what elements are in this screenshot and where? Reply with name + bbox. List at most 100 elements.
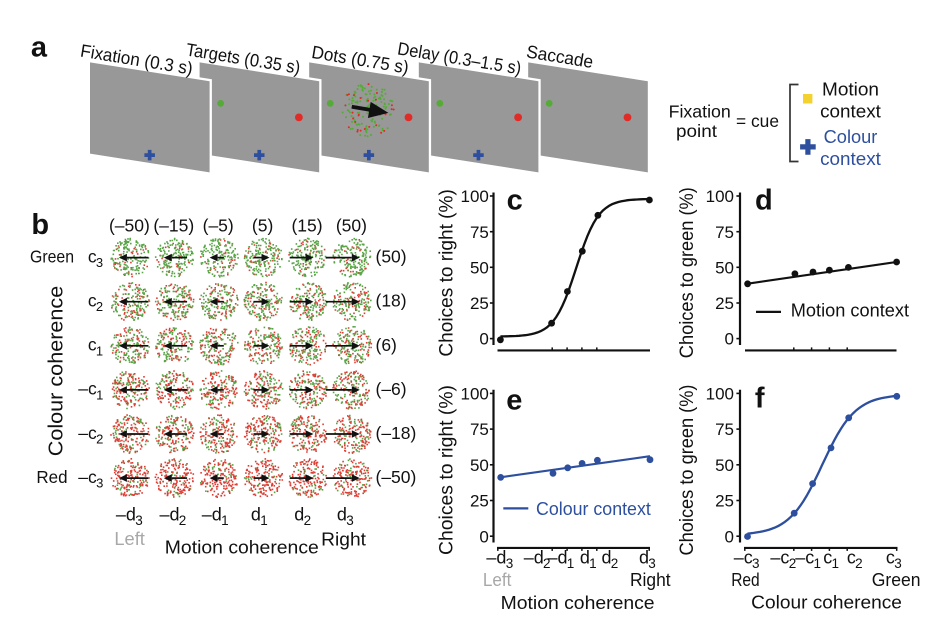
svg-text:75: 75 bbox=[715, 420, 734, 439]
svg-text:1: 1 bbox=[96, 343, 103, 358]
svg-text:Colour coherence: Colour coherence bbox=[45, 286, 67, 457]
svg-text:75: 75 bbox=[470, 223, 489, 242]
svg-text:(–5): (–5) bbox=[203, 216, 234, 236]
svg-text:3: 3 bbox=[894, 556, 902, 571]
svg-text:1: 1 bbox=[832, 556, 840, 571]
svg-text:100: 100 bbox=[706, 385, 734, 404]
svg-text:(50): (50) bbox=[376, 247, 407, 267]
svg-text:1: 1 bbox=[96, 387, 103, 402]
svg-text:–d: –d bbox=[160, 504, 180, 524]
svg-text:Choices to green (%): Choices to green (%) bbox=[676, 187, 698, 358]
svg-text:3: 3 bbox=[135, 513, 143, 528]
svg-text:3: 3 bbox=[506, 556, 514, 571]
svg-text:1: 1 bbox=[260, 513, 268, 528]
svg-text:2: 2 bbox=[855, 556, 863, 571]
svg-text:–c: –c bbox=[78, 423, 97, 443]
svg-text:50: 50 bbox=[715, 456, 734, 475]
svg-text:Right: Right bbox=[321, 528, 366, 549]
svg-text:1: 1 bbox=[589, 556, 597, 571]
svg-text:Motion coherence: Motion coherence bbox=[501, 593, 655, 613]
svg-text:Motion: Motion bbox=[822, 80, 879, 100]
svg-text:d: d bbox=[639, 547, 649, 567]
svg-text:–c: –c bbox=[734, 547, 753, 567]
svg-text:3: 3 bbox=[648, 556, 656, 571]
svg-text:context: context bbox=[820, 102, 881, 122]
svg-text:2: 2 bbox=[96, 299, 103, 314]
svg-text:–d: –d bbox=[548, 547, 568, 567]
svg-text:25: 25 bbox=[715, 492, 734, 511]
svg-text:b: b bbox=[31, 209, 49, 241]
svg-text:Left: Left bbox=[114, 528, 144, 549]
svg-text:d: d bbox=[294, 504, 304, 524]
svg-text:(50): (50) bbox=[336, 216, 367, 236]
svg-text:c: c bbox=[507, 185, 523, 217]
svg-text:d: d bbox=[602, 547, 612, 567]
svg-text:= cue: = cue bbox=[736, 111, 779, 131]
svg-text:a: a bbox=[31, 32, 48, 64]
svg-text:Colour: Colour bbox=[824, 127, 878, 147]
svg-text:c: c bbox=[88, 246, 97, 266]
svg-text:(18): (18) bbox=[376, 291, 407, 311]
svg-text:2: 2 bbox=[543, 556, 551, 571]
svg-text:2: 2 bbox=[304, 513, 312, 528]
svg-text:–c: –c bbox=[770, 547, 789, 567]
svg-text:Red: Red bbox=[731, 569, 760, 590]
svg-text:Fixation: Fixation bbox=[669, 102, 731, 122]
svg-text:c: c bbox=[88, 335, 97, 355]
svg-text:100: 100 bbox=[461, 385, 489, 404]
svg-text:1: 1 bbox=[814, 556, 822, 571]
svg-text:75: 75 bbox=[715, 223, 734, 242]
svg-text:Left: Left bbox=[483, 569, 512, 590]
svg-text:100: 100 bbox=[461, 187, 489, 206]
svg-text:d: d bbox=[337, 504, 347, 524]
svg-text:–c: –c bbox=[795, 547, 814, 567]
svg-text:1: 1 bbox=[567, 556, 575, 571]
svg-text:e: e bbox=[506, 384, 522, 416]
svg-text:50: 50 bbox=[470, 456, 489, 475]
svg-text:c: c bbox=[823, 547, 832, 567]
svg-text:Motion coherence: Motion coherence bbox=[165, 537, 319, 557]
svg-text:d: d bbox=[580, 547, 590, 567]
svg-text:Red: Red bbox=[36, 467, 67, 487]
svg-text:point: point bbox=[676, 121, 717, 141]
svg-text:25: 25 bbox=[470, 492, 489, 511]
svg-text:25: 25 bbox=[715, 294, 734, 313]
svg-text:Motion context: Motion context bbox=[791, 301, 909, 321]
svg-text:d: d bbox=[251, 504, 261, 524]
svg-text:c: c bbox=[847, 547, 856, 567]
svg-text:c: c bbox=[88, 291, 97, 311]
svg-text:50: 50 bbox=[470, 258, 489, 277]
svg-text:–c: –c bbox=[78, 379, 97, 399]
svg-text:(–50): (–50) bbox=[109, 216, 150, 236]
svg-text:Green: Green bbox=[872, 569, 921, 590]
svg-text:3: 3 bbox=[96, 476, 103, 491]
svg-text:Right: Right bbox=[630, 569, 671, 590]
svg-text:(–15): (–15) bbox=[153, 216, 194, 236]
svg-text:0: 0 bbox=[725, 330, 734, 349]
svg-text:0: 0 bbox=[479, 527, 488, 546]
svg-text:–d: –d bbox=[524, 547, 544, 567]
svg-text:0: 0 bbox=[725, 527, 734, 546]
svg-text:(15): (15) bbox=[291, 216, 322, 236]
svg-text:(6): (6) bbox=[376, 335, 397, 355]
svg-text:75: 75 bbox=[470, 420, 489, 439]
svg-text:2: 2 bbox=[96, 432, 103, 447]
svg-text:(–6): (–6) bbox=[376, 379, 407, 399]
svg-text:3: 3 bbox=[752, 556, 760, 571]
svg-text:100: 100 bbox=[706, 187, 734, 206]
svg-text:Choices to green (%): Choices to green (%) bbox=[676, 385, 698, 556]
svg-text:3: 3 bbox=[346, 513, 354, 528]
svg-text:(–50): (–50) bbox=[376, 467, 417, 487]
svg-text:–c: –c bbox=[78, 467, 97, 487]
svg-text:1: 1 bbox=[221, 513, 229, 528]
svg-text:d: d bbox=[755, 185, 773, 217]
svg-text:c: c bbox=[886, 547, 895, 567]
svg-text:–d: –d bbox=[116, 504, 136, 524]
svg-text:(5): (5) bbox=[252, 216, 273, 236]
svg-text:2: 2 bbox=[611, 556, 619, 571]
svg-text:Choices to right (%): Choices to right (%) bbox=[436, 385, 458, 555]
svg-text:50: 50 bbox=[715, 258, 734, 277]
svg-text:f: f bbox=[755, 383, 765, 415]
svg-text:3: 3 bbox=[96, 255, 103, 270]
svg-text:Colour context: Colour context bbox=[536, 499, 651, 519]
